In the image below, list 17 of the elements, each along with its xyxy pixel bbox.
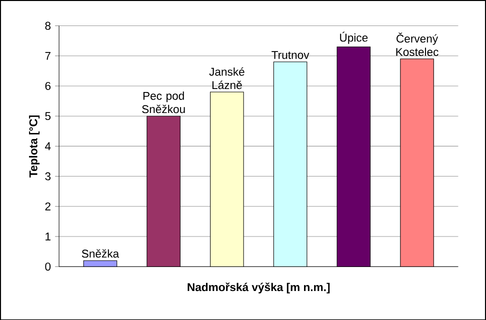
y-tick-label: 8 <box>45 22 51 30</box>
y-axis-title: Teplota [°C] <box>29 115 40 178</box>
y-tick-label: 3 <box>45 172 51 180</box>
y-tick-label: 5 <box>45 112 51 120</box>
x-tick-label: Janské Lázně <box>209 67 244 89</box>
y-tick-label: 0 <box>45 262 51 270</box>
x-tick-label: Červený Kostelec <box>396 32 438 56</box>
y-tick-label: 6 <box>45 82 51 90</box>
x-tick-label: Trutnov <box>272 50 310 59</box>
x-tick-label: Pec pod Sněžkou <box>142 91 185 113</box>
x-axis-title: Nadmořská výška [m n.m.] <box>188 282 330 294</box>
y-tick-label: 7 <box>45 52 50 60</box>
y-tick-label: 1 <box>46 232 50 240</box>
y-tick-label: 2 <box>45 202 50 210</box>
y-tick-label: 4 <box>44 142 51 150</box>
x-tick-label: Sněžka <box>82 249 120 258</box>
x-tick-label: Úpice <box>340 32 368 44</box>
